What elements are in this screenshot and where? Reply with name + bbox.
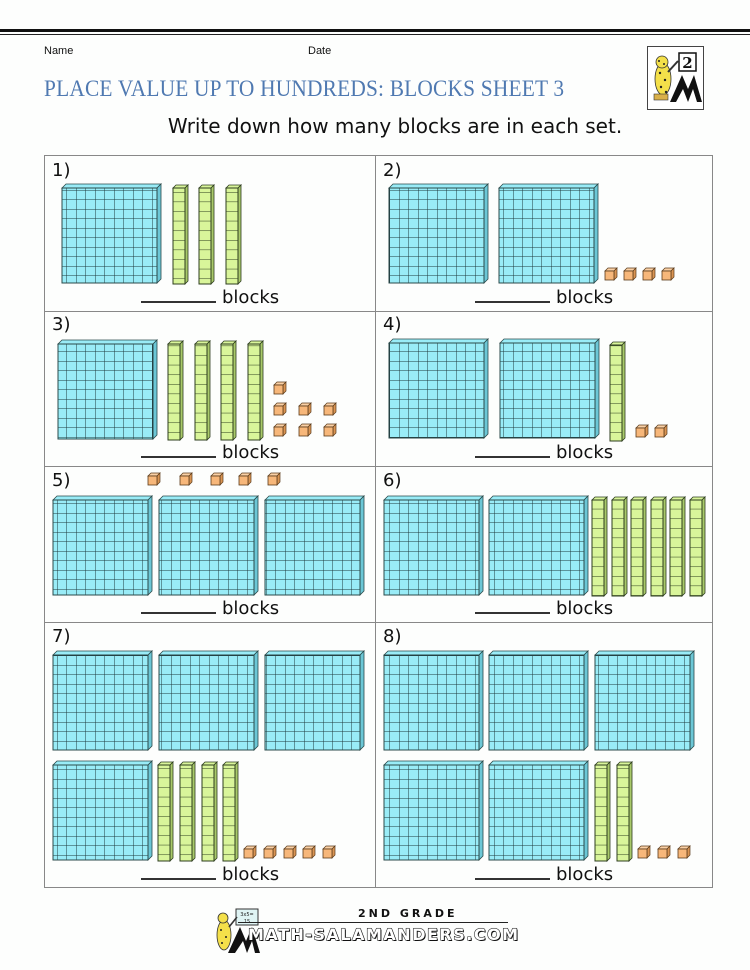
answer-blank[interactable] — [475, 442, 550, 458]
question-number: 4) — [383, 314, 402, 335]
grid-column-divider — [375, 155, 376, 888]
top-rule — [0, 29, 750, 32]
answer-blank[interactable] — [475, 598, 550, 614]
question-number: 1) — [52, 160, 71, 181]
answer-field[interactable]: blocks — [475, 864, 613, 885]
answer-blank[interactable] — [141, 598, 216, 614]
answer-suffix: blocks — [222, 598, 280, 619]
answer-suffix: blocks — [556, 864, 614, 885]
answer-field[interactable]: blocks — [141, 864, 279, 885]
answer-suffix: blocks — [222, 442, 280, 463]
answer-field[interactable]: blocks — [141, 598, 279, 619]
answer-blank[interactable] — [475, 864, 550, 880]
question-number: 6) — [383, 470, 402, 491]
grade-logo: 2 — [647, 46, 704, 110]
page-title: PLACE VALUE UP TO HUNDREDS: BLOCKS SHEET… — [44, 76, 565, 101]
question-number: 8) — [383, 626, 402, 647]
answer-field[interactable]: blocks — [141, 442, 279, 463]
answer-suffix: blocks — [222, 864, 280, 885]
answer-blank[interactable] — [141, 442, 216, 458]
answer-field[interactable]: blocks — [475, 287, 613, 308]
footer-grade: 2ND GRADE — [358, 907, 458, 920]
answer-suffix: blocks — [222, 287, 280, 308]
question-number: 7) — [52, 626, 71, 647]
answer-blank[interactable] — [141, 287, 216, 303]
answer-field[interactable]: blocks — [475, 442, 613, 463]
footer-divider — [238, 922, 508, 923]
answer-suffix: blocks — [556, 442, 614, 463]
answer-field[interactable]: blocks — [141, 287, 279, 308]
salamander-logo-icon: 2 — [653, 52, 702, 102]
questions-grid — [44, 155, 713, 888]
grid-row-divider — [44, 622, 713, 623]
instruction-text: Write down how many blocks are in each s… — [167, 114, 623, 138]
date-label: Date — [308, 45, 332, 57]
question-number: 2) — [383, 160, 402, 181]
footer-site: MATH-SALAMANDERS.COM — [248, 925, 520, 945]
svg-text:2: 2 — [682, 54, 692, 72]
question-number: 3) — [52, 314, 71, 335]
answer-suffix: blocks — [556, 598, 614, 619]
answer-suffix: blocks — [556, 287, 614, 308]
grid-row-divider — [44, 466, 713, 467]
answer-blank[interactable] — [475, 287, 550, 303]
answer-blank[interactable] — [141, 864, 216, 880]
svg-text:3x5=: 3x5= — [240, 912, 254, 918]
name-label: Name — [44, 45, 74, 57]
footer-logo: 3x5= 15 2ND GRADE MATH-SALAMANDERS.COM — [208, 905, 548, 957]
question-number: 5) — [52, 470, 71, 491]
grid-row-divider — [44, 311, 713, 312]
answer-field[interactable]: blocks — [475, 598, 613, 619]
top-rule-thin — [0, 34, 750, 35]
